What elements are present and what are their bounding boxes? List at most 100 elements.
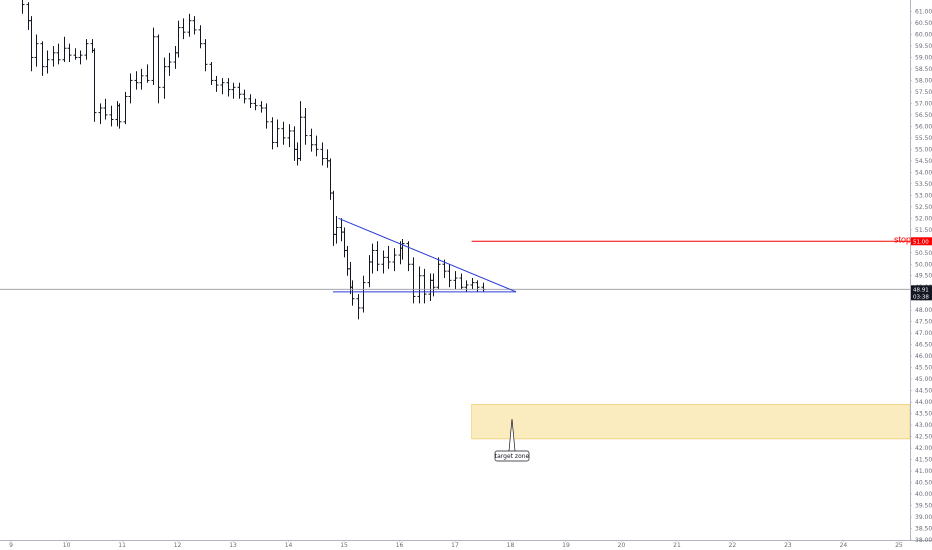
y-tick-label: 39.50 bbox=[915, 503, 932, 510]
ohlc-bar bbox=[192, 16, 197, 35]
ohlc-bar bbox=[128, 73, 133, 104]
y-tick-label: 38.00 bbox=[915, 537, 932, 544]
ohlc-bar bbox=[123, 91, 128, 125]
ohlc-bar bbox=[176, 20, 181, 58]
y-tick-label: 59.00 bbox=[915, 54, 932, 61]
stop-label: stop bbox=[894, 234, 911, 244]
ohlc-bar bbox=[145, 64, 150, 83]
y-tick-label: 52.00 bbox=[915, 215, 932, 222]
ohlc-bar bbox=[275, 119, 280, 148]
ohlc-bar bbox=[350, 280, 355, 306]
ohlc-bar bbox=[356, 294, 361, 320]
y-tick-label: 60.00 bbox=[915, 31, 932, 38]
ohlc-bar bbox=[406, 241, 411, 272]
ohlc-bar bbox=[417, 266, 422, 304]
ohlc-bar bbox=[167, 52, 172, 76]
target-zone-layer bbox=[471, 404, 911, 440]
ohlc-bar bbox=[209, 62, 214, 86]
ohlc-bar bbox=[392, 248, 397, 272]
ohlc-bar bbox=[40, 41, 45, 76]
ohlc-bar bbox=[314, 135, 319, 157]
x-tick-label: 21 bbox=[673, 542, 681, 549]
ohlc-bar bbox=[214, 75, 219, 92]
y-tick-label: 40.00 bbox=[915, 491, 932, 498]
ohlc-bar bbox=[231, 82, 236, 99]
x-tick-label: 14 bbox=[285, 542, 293, 549]
ohlc-bar bbox=[181, 18, 186, 40]
x-tick-label: 9 bbox=[9, 542, 13, 549]
y-tick-label: 44.00 bbox=[915, 399, 932, 406]
y-tick-label: 52.50 bbox=[915, 204, 932, 211]
stop-price-badge bbox=[911, 237, 932, 246]
y-tick-label: 59.50 bbox=[915, 43, 932, 50]
target-zone-callout-box bbox=[494, 450, 530, 462]
ohlc-bar bbox=[431, 273, 436, 297]
ohlc-bar bbox=[29, 16, 34, 72]
ohlc-bar bbox=[67, 43, 72, 63]
y-tick-label: 46.50 bbox=[915, 342, 932, 349]
ohlc-bar bbox=[411, 257, 416, 304]
ohlc-bar bbox=[287, 124, 292, 148]
ohlc-bar bbox=[447, 264, 452, 288]
ohlc-bar bbox=[139, 68, 144, 90]
last-price-badge bbox=[911, 285, 932, 301]
y-tick-label: 48.00 bbox=[915, 307, 932, 314]
y-tick-label: 43.50 bbox=[915, 411, 932, 418]
y-tick-label: 51.50 bbox=[915, 227, 932, 234]
ohlc-bar bbox=[436, 257, 441, 290]
last-price-countdown: 03:38 bbox=[913, 294, 929, 300]
ohlc-bar bbox=[98, 103, 103, 125]
ohlc-bar bbox=[464, 280, 469, 292]
x-tick-label: 12 bbox=[174, 542, 182, 549]
ohlc-bar bbox=[162, 57, 167, 99]
ohlc-bar bbox=[198, 25, 203, 49]
y-tick-label: 50.00 bbox=[915, 261, 932, 268]
ohlc-bar bbox=[361, 275, 366, 313]
ohlc-bar bbox=[298, 101, 303, 161]
y-tick-label: 54.50 bbox=[915, 158, 932, 165]
x-axis[interactable]: 9 10 11 12 13 14 15 16 17 18 19 20 21 22 23 24 25 bbox=[9, 540, 903, 549]
ohlc-bar bbox=[303, 108, 308, 145]
ohlc-bar bbox=[109, 105, 114, 127]
y-tick-label: 38.50 bbox=[915, 526, 932, 533]
ohlc-bar bbox=[453, 271, 458, 290]
y-tick-label: 41.50 bbox=[915, 457, 932, 464]
y-tick-label: 40.50 bbox=[915, 480, 932, 487]
x-tick-label: 20 bbox=[618, 542, 626, 549]
ohlc-bar bbox=[400, 238, 405, 260]
ohlc-bar bbox=[62, 36, 67, 63]
y-tick-label: 39.00 bbox=[915, 514, 932, 521]
y-tick-label: 47.00 bbox=[915, 330, 932, 337]
target-zone-label: target zone bbox=[495, 453, 530, 460]
ohlc-bar bbox=[22, 0, 25, 14]
y-tick-label: 44.50 bbox=[915, 388, 932, 395]
ohlc-bar bbox=[34, 34, 39, 67]
y-tick-label: 54.00 bbox=[915, 169, 932, 176]
y-tick-label: 50.50 bbox=[915, 250, 932, 257]
y-tick-label: 55.50 bbox=[915, 135, 932, 142]
y-tick-label: 45.00 bbox=[915, 376, 932, 383]
price-bars bbox=[22, 0, 486, 320]
y-axis[interactable]: 38.00 38.50 39.00 39.50 40.00 40.50 41.00 41.50… bbox=[910, 8, 932, 544]
ohlc-bar bbox=[84, 39, 89, 60]
ohlc-bar bbox=[220, 78, 225, 95]
x-tick-label: 19 bbox=[562, 542, 570, 549]
ohlc-bar bbox=[422, 268, 427, 304]
ohlc-bar bbox=[470, 278, 475, 290]
x-tick-label: 25 bbox=[895, 542, 903, 549]
ohlc-bar bbox=[156, 34, 161, 104]
ohlc-bar bbox=[253, 98, 258, 111]
y-tick-label: 53.00 bbox=[915, 192, 932, 199]
x-tick-label: 18 bbox=[507, 542, 515, 549]
target-zone-callout-pointer bbox=[508, 418, 516, 452]
ohlc-bar bbox=[78, 50, 83, 65]
y-tick-label: 61.00 bbox=[915, 8, 932, 15]
ohlc-bar bbox=[375, 241, 380, 272]
ohlc-bar bbox=[242, 89, 247, 104]
annotations: stop target zone bbox=[494, 234, 911, 462]
ohlc-bar bbox=[56, 43, 61, 65]
y-tick-label: 58.00 bbox=[915, 77, 932, 84]
x-tick-label: 23 bbox=[784, 542, 792, 549]
ohlc-bar bbox=[248, 94, 253, 108]
